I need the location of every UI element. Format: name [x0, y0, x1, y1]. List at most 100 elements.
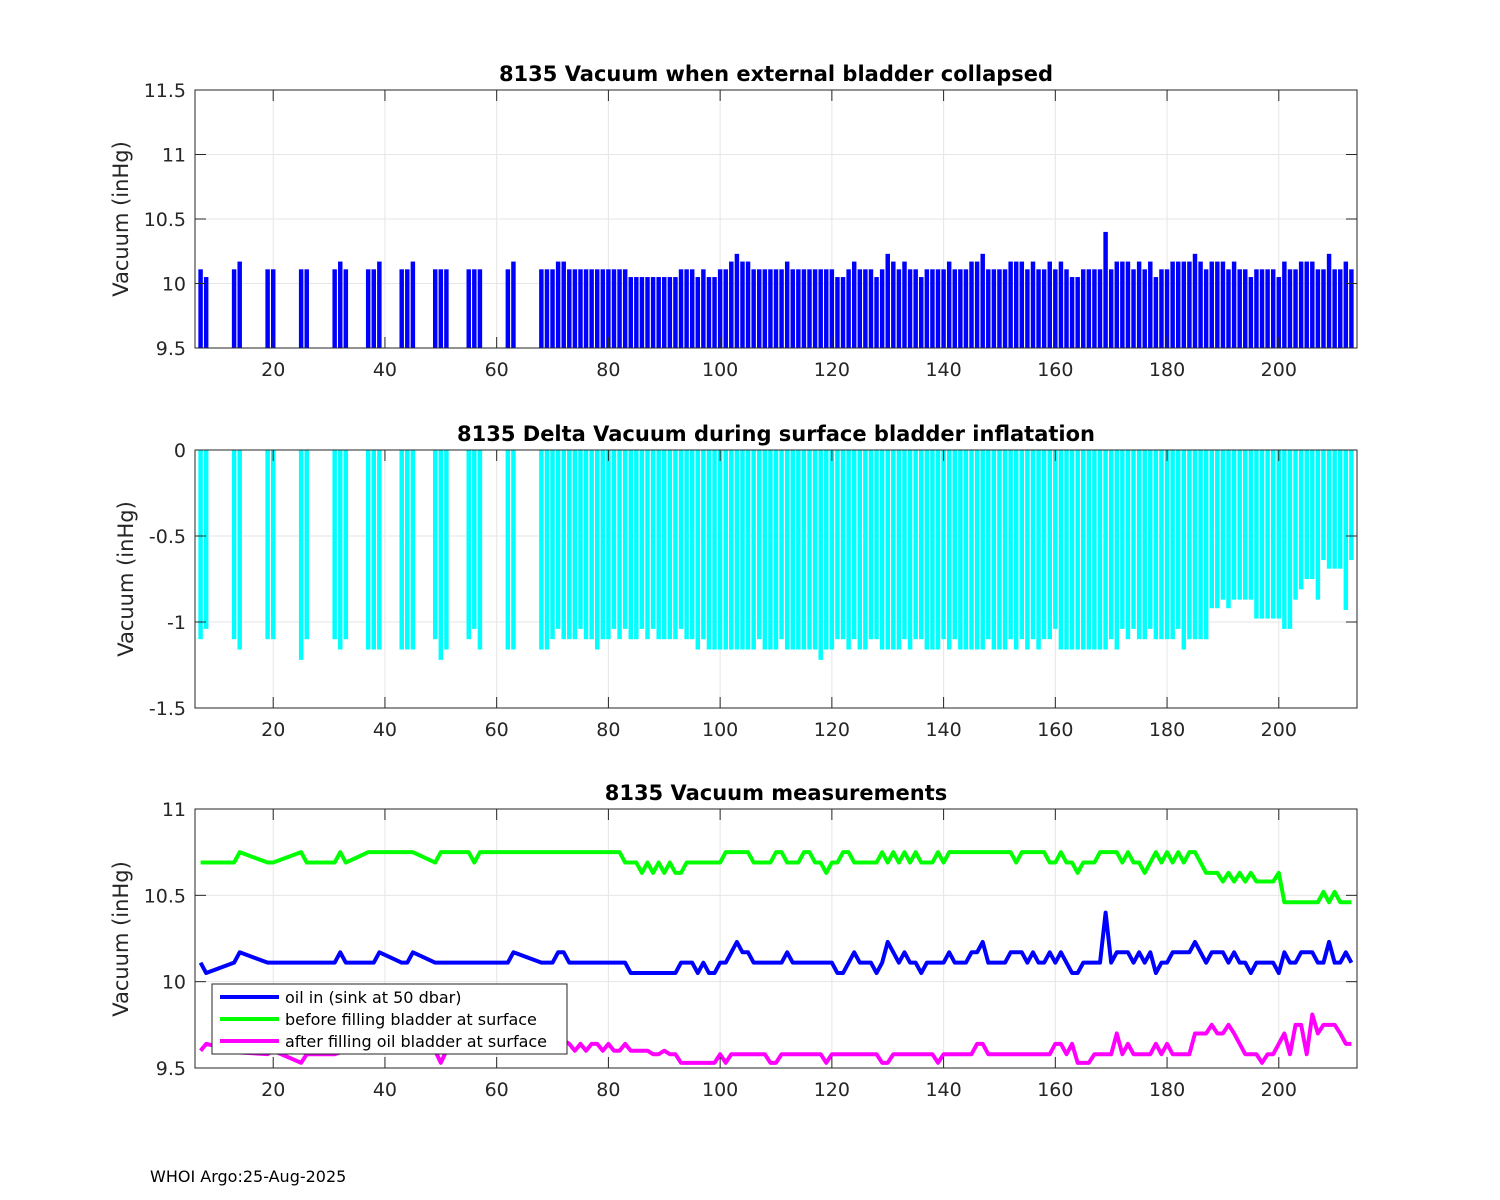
bar [410, 450, 416, 650]
bar [1041, 269, 1047, 348]
bar [639, 277, 645, 348]
bar [600, 450, 606, 640]
bar [1259, 450, 1265, 619]
bar [919, 277, 924, 348]
bar [343, 450, 349, 640]
bar [1148, 261, 1153, 348]
bar [1103, 450, 1108, 650]
bar [1332, 450, 1337, 569]
bar [857, 269, 863, 348]
bar [1053, 450, 1058, 629]
x-tick-label: 140 [925, 359, 961, 381]
bar [511, 450, 516, 650]
bar [1075, 277, 1080, 348]
bar [678, 269, 684, 348]
x-tick-label: 120 [814, 1079, 850, 1101]
bar [1326, 253, 1332, 348]
footer-stamp: WHOI Argo:25-Aug-2025 [150, 1167, 346, 1186]
bar [891, 450, 896, 650]
bar [812, 269, 818, 348]
bar [1304, 450, 1309, 579]
bar [1259, 269, 1265, 348]
bar [1108, 450, 1114, 640]
bar [477, 269, 483, 348]
bar [265, 269, 270, 348]
bar [1321, 450, 1326, 561]
bar [365, 269, 371, 348]
bar [1164, 450, 1170, 640]
x-tick-label: 160 [1037, 1079, 1073, 1101]
y-tick-label: 11.5 [144, 80, 186, 102]
bar [935, 450, 941, 650]
bar [980, 253, 985, 348]
x-tick-label: 80 [596, 359, 620, 381]
bar [879, 269, 885, 348]
bar [578, 450, 583, 629]
bar [930, 450, 935, 650]
bar [338, 261, 343, 348]
bar [561, 450, 566, 640]
bar [1092, 450, 1097, 650]
bar [684, 450, 689, 640]
bar [768, 269, 773, 348]
bar [231, 269, 237, 348]
bar [773, 450, 779, 650]
bar [1047, 261, 1052, 348]
bar [807, 269, 812, 348]
bar [600, 269, 606, 348]
x-tick-label: 20 [261, 359, 285, 381]
bar [902, 450, 907, 640]
bar [377, 450, 382, 650]
bar [729, 450, 734, 650]
bar [924, 450, 930, 650]
bar [1287, 450, 1293, 629]
bar [1120, 261, 1125, 348]
bar [1231, 450, 1237, 600]
bar [399, 269, 404, 348]
bar [751, 269, 756, 348]
bar [466, 450, 471, 640]
bar [896, 269, 902, 348]
bar [1237, 450, 1242, 600]
bar [1030, 261, 1036, 348]
bar [1338, 269, 1343, 348]
bar [432, 450, 438, 640]
bar [695, 450, 701, 650]
bar [757, 450, 762, 640]
bar [946, 261, 952, 348]
bar [907, 450, 913, 650]
bar [645, 277, 650, 348]
bar [583, 269, 589, 348]
y-tick-label: -0.5 [149, 526, 186, 548]
bar [595, 269, 600, 348]
bar [237, 261, 242, 348]
bar [1287, 269, 1293, 348]
bar [907, 269, 913, 348]
y-tick-label: 10.5 [144, 885, 186, 907]
bar [1058, 261, 1064, 348]
bar [1103, 231, 1108, 348]
bar [963, 450, 969, 650]
x-tick-label: 80 [596, 1079, 620, 1101]
bar [1243, 269, 1248, 348]
y-tick-label: 10 [162, 274, 186, 296]
bar [1131, 450, 1136, 629]
bar [231, 450, 237, 640]
bar [717, 450, 723, 650]
bar [410, 261, 416, 348]
bar [1265, 269, 1270, 348]
bar [634, 277, 639, 348]
bar [840, 277, 846, 348]
bar [1298, 261, 1304, 348]
bar [198, 450, 203, 640]
bar [611, 450, 617, 629]
bar [807, 450, 812, 650]
bar [997, 269, 1002, 348]
x-tick-label: 100 [702, 1079, 738, 1101]
x-tick-label: 180 [1149, 1079, 1185, 1101]
bar [606, 450, 611, 640]
bar [1170, 450, 1175, 640]
bar [1338, 450, 1343, 569]
bar [1036, 269, 1041, 348]
bar [740, 261, 745, 348]
